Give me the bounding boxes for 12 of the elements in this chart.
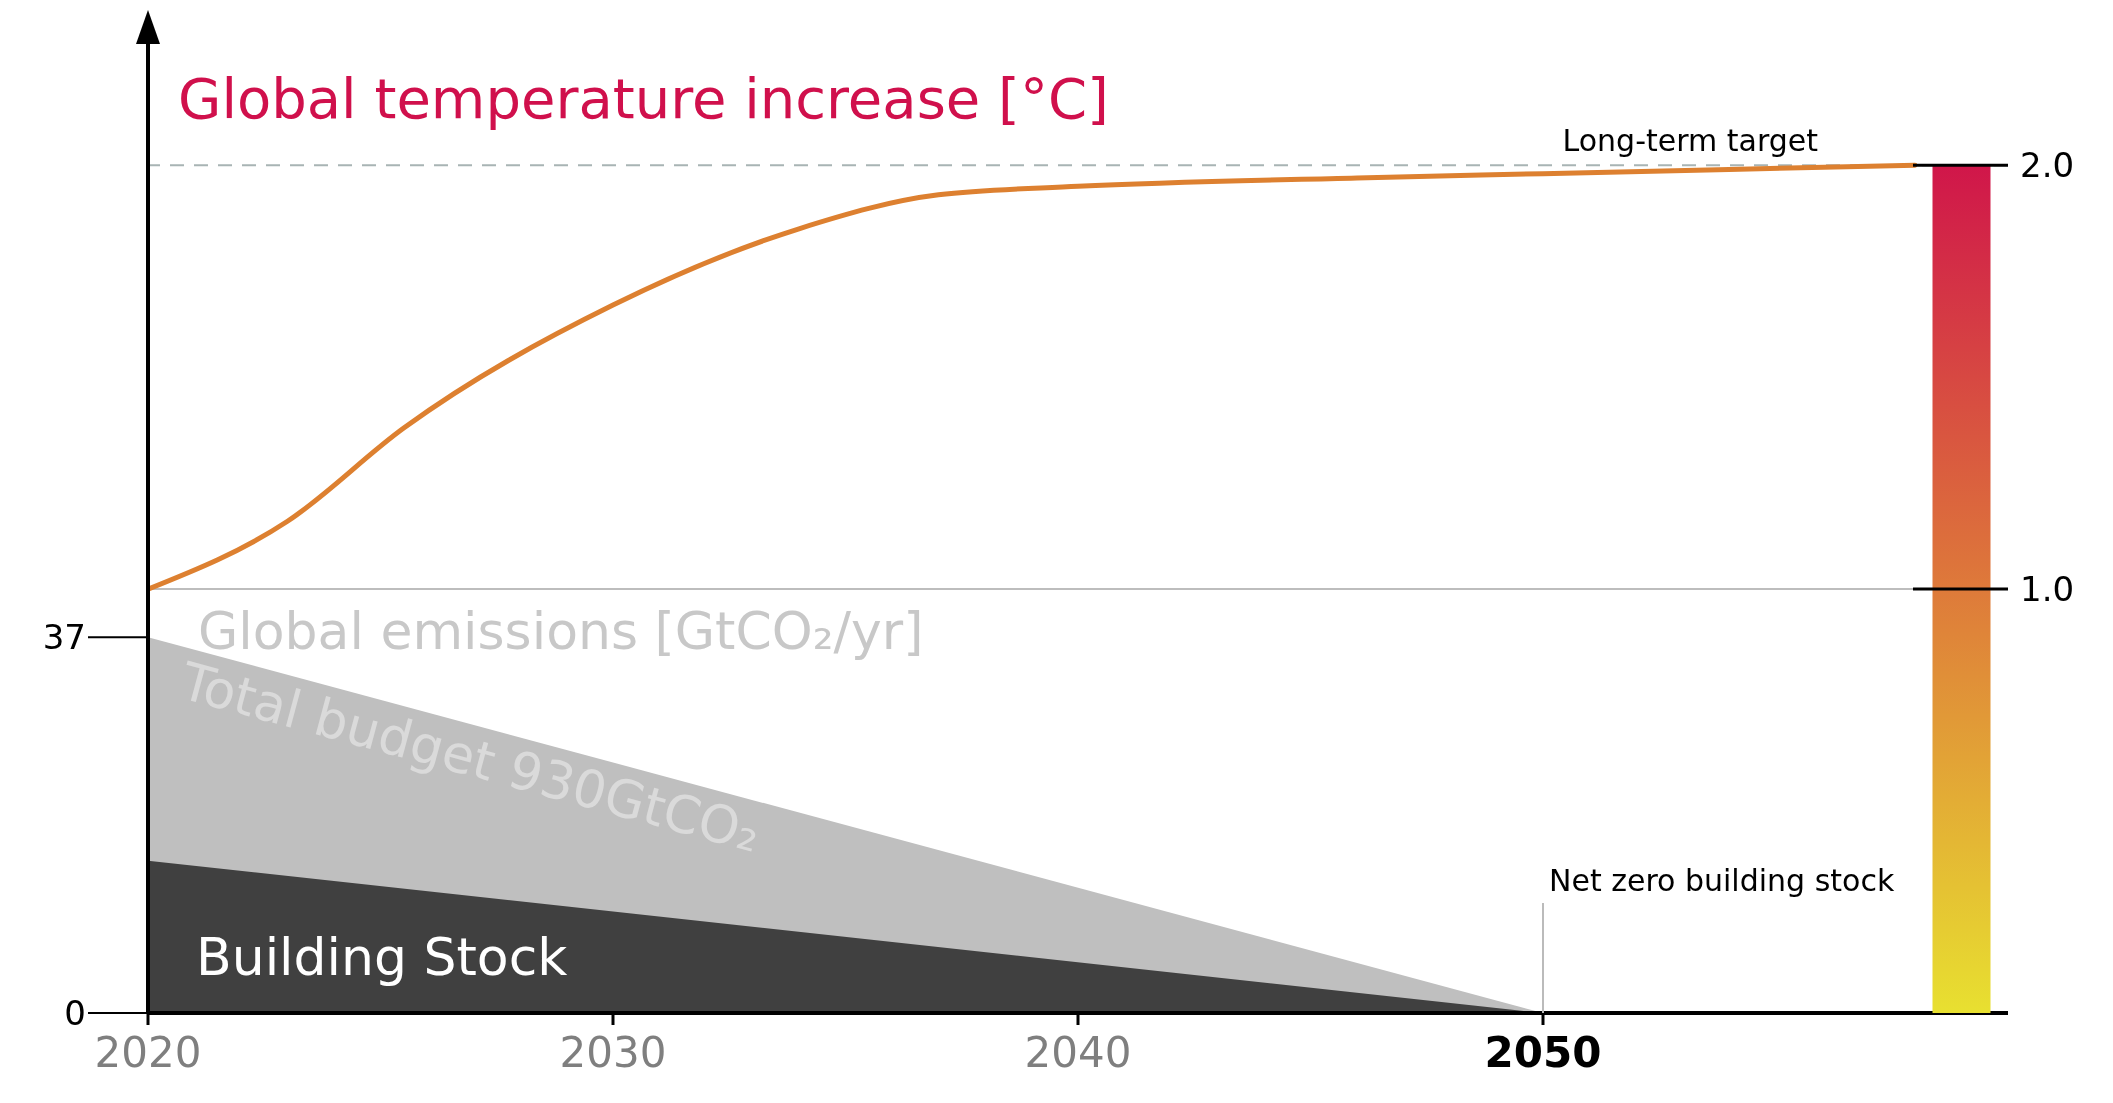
text: Global temperature increase [°C]: [178, 66, 1109, 131]
x-tick-label: 2040: [1024, 1028, 1132, 1077]
x-tick-label: 2020: [94, 1028, 202, 1077]
series-label: Building Stock: [196, 927, 568, 987]
y-tick-label: 0: [64, 993, 86, 1034]
x-tick-label: 2030: [559, 1028, 667, 1077]
x-tick-label: 2050: [1484, 1028, 1602, 1077]
y-tick-label: 37: [42, 617, 86, 658]
ref-line-label: Long-term target: [1562, 123, 1819, 159]
y2-tick-label: 2.0: [2020, 145, 2075, 186]
y2-tick-label: 1.0: [2020, 569, 2075, 610]
annotation: Net zero building stock: [1549, 863, 1895, 898]
